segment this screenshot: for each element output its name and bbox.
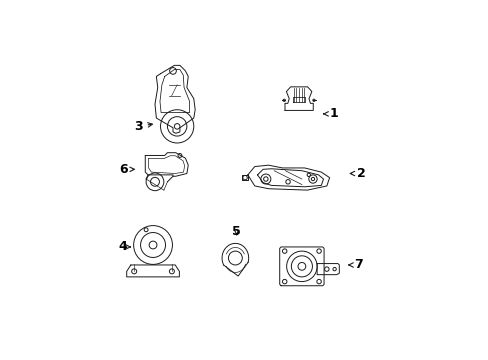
Text: 5: 5 — [232, 225, 241, 238]
Text: 4: 4 — [119, 240, 130, 253]
Text: 1: 1 — [323, 107, 338, 120]
Text: 6: 6 — [119, 163, 134, 176]
Text: 7: 7 — [348, 258, 363, 271]
Text: 3: 3 — [134, 120, 152, 133]
Text: 2: 2 — [349, 167, 365, 180]
